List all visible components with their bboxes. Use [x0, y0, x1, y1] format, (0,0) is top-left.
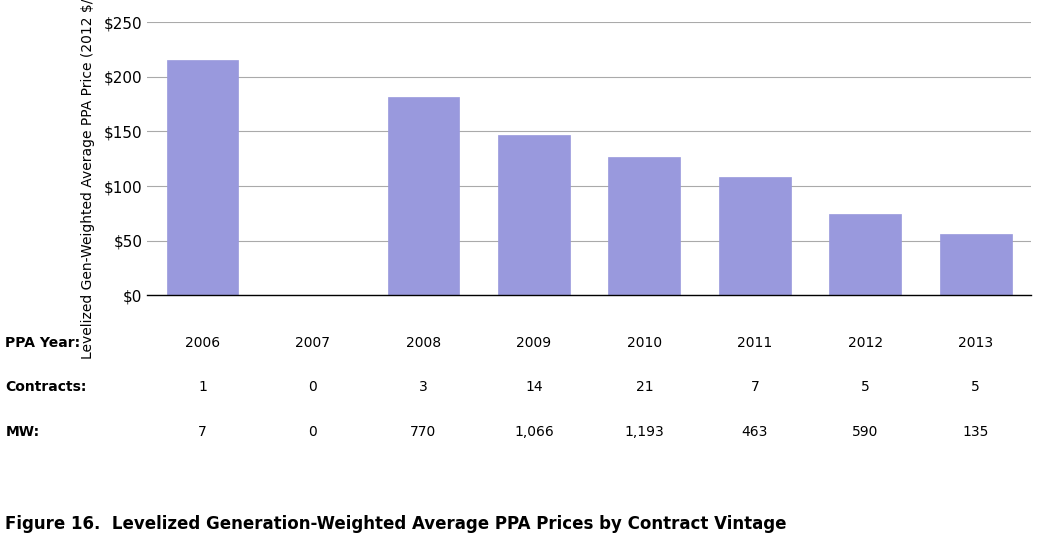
Bar	[608, 157, 681, 295]
Text: 3: 3	[419, 380, 428, 394]
Text: Contracts:: Contracts:	[5, 380, 86, 394]
Text: 2009: 2009	[517, 335, 551, 350]
Text: 2007: 2007	[296, 335, 330, 350]
Text: 2008: 2008	[406, 335, 441, 350]
Text: 463: 463	[742, 424, 768, 439]
Text: 21: 21	[635, 380, 653, 394]
Text: 1: 1	[198, 380, 207, 394]
Text: 2010: 2010	[627, 335, 662, 350]
Text: 1,193: 1,193	[625, 424, 664, 439]
Text: PPA Year:: PPA Year:	[5, 335, 80, 350]
Text: 7: 7	[750, 380, 760, 394]
Bar	[719, 177, 791, 295]
Text: 14: 14	[525, 380, 543, 394]
Text: Figure 16.  Levelized Generation-Weighted Average PPA Prices by Contract Vintage: Figure 16. Levelized Generation-Weighted…	[5, 515, 787, 532]
Text: 0: 0	[308, 424, 318, 439]
Text: 5: 5	[971, 380, 980, 394]
Text: 590: 590	[852, 424, 878, 439]
Bar	[166, 61, 239, 295]
Text: 0: 0	[308, 380, 318, 394]
Bar	[387, 96, 460, 295]
Text: 7: 7	[198, 424, 207, 439]
Bar	[939, 234, 1012, 295]
Text: 770: 770	[410, 424, 437, 439]
Y-axis label: Levelized Gen-Weighted Average PPA Price (2012 $/MWh): Levelized Gen-Weighted Average PPA Price…	[81, 0, 96, 359]
Bar	[829, 214, 902, 295]
Text: 135: 135	[963, 424, 989, 439]
Text: 5: 5	[861, 380, 870, 394]
Text: 2013: 2013	[958, 335, 993, 350]
Text: 2006: 2006	[185, 335, 220, 350]
Text: MW:: MW:	[5, 424, 39, 439]
Text: 2011: 2011	[737, 335, 772, 350]
Text: 1,066: 1,066	[514, 424, 553, 439]
Text: 2012: 2012	[848, 335, 883, 350]
Bar	[498, 135, 570, 295]
